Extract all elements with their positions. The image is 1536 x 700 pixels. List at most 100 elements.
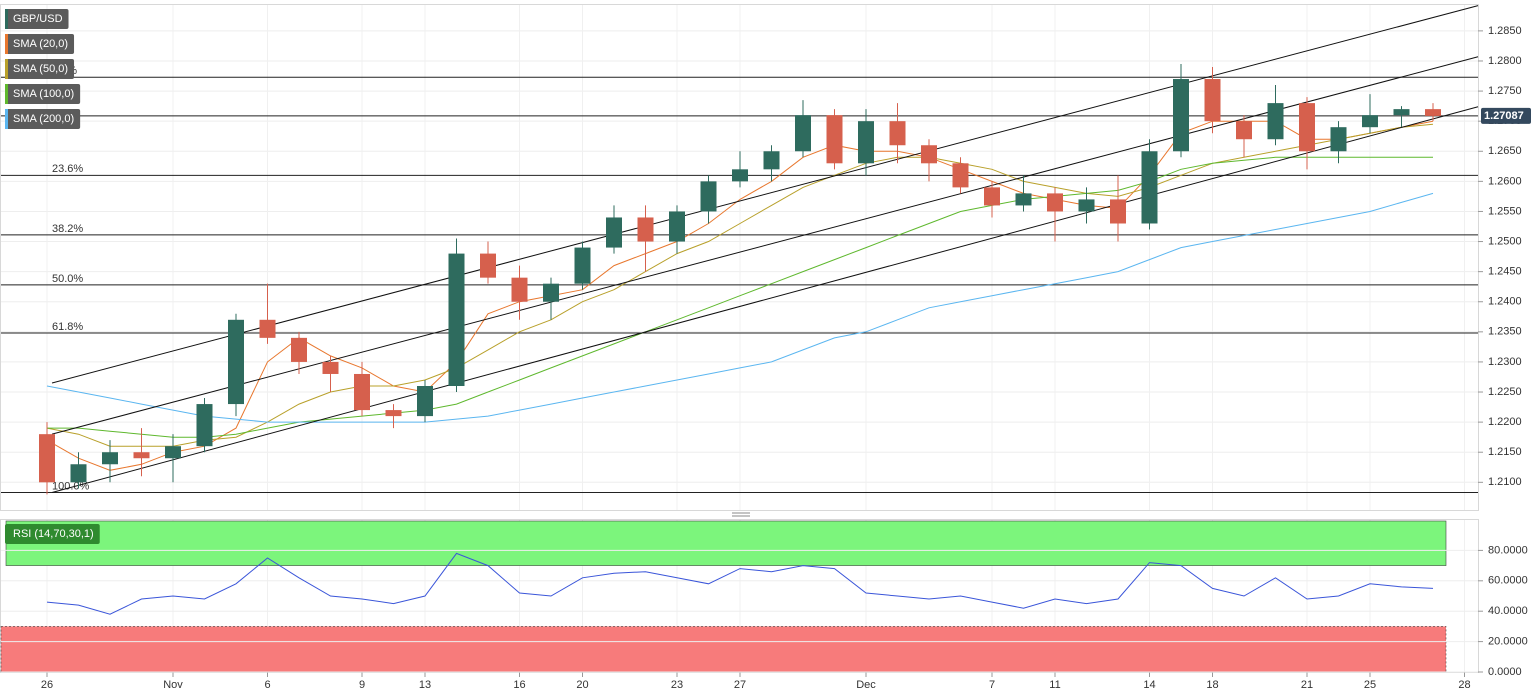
x-tick-label: 21: [1301, 679, 1313, 691]
y-tick-label: 1.2350: [1488, 326, 1522, 338]
oversold-zone: [0, 626, 1447, 673]
series-line: [46, 192, 1434, 423]
candle-body: [826, 115, 843, 164]
y-tick-label: 1.2750: [1488, 85, 1522, 97]
x-tick-label: 14: [1143, 679, 1155, 691]
x-tick-label: 27: [734, 679, 746, 691]
y-tick-label: 0.0000: [1488, 666, 1522, 678]
candle-body: [417, 386, 433, 417]
candle-body: [858, 121, 874, 164]
candle-body: [102, 452, 118, 465]
candle-body: [543, 283, 559, 302]
fib-label: 23.6%: [52, 163, 83, 175]
legend-box: [5, 524, 100, 544]
y-tick-label: 1.2400: [1488, 296, 1522, 308]
y-tick-label: 1.2200: [1488, 416, 1522, 428]
fib-label: 38.2%: [52, 223, 83, 235]
x-tick-label: 13: [419, 679, 431, 691]
legend-item[interactable]: RSI (14,70,30,1): [5, 524, 100, 544]
candle-body: [669, 211, 685, 242]
legend-swatch: [5, 109, 8, 129]
legend-item[interactable]: SMA (200,0): [5, 109, 81, 129]
legend-item[interactable]: SMA (100,0): [5, 84, 81, 104]
legend-swatch: [5, 59, 8, 79]
y-tick-label: 40.0000: [1488, 605, 1528, 617]
candle-body: [606, 217, 622, 248]
x-tick-label: 9: [359, 679, 365, 691]
legend-label: SMA (20,0): [13, 38, 68, 50]
panel-divider[interactable]: [732, 512, 750, 517]
candle-body: [952, 163, 969, 188]
candle-body: [732, 169, 748, 182]
candle-body: [763, 151, 780, 170]
y-tick-label: 1.2600: [1488, 175, 1522, 187]
fib-label: 61.8%: [52, 321, 83, 333]
candle-body: [354, 373, 370, 411]
candle-body: [1047, 193, 1063, 212]
y-tick-label: 1.2850: [1488, 25, 1522, 37]
candle-body: [448, 253, 465, 387]
legend-label: RSI (14,70,30,1): [13, 528, 94, 540]
candle-body: [480, 253, 496, 278]
candle-body: [700, 181, 717, 212]
candle-body: [228, 319, 244, 405]
y-tick-label: 1.2550: [1488, 205, 1522, 217]
trendline: [51, 56, 1479, 435]
x-tick-label: 23: [671, 679, 683, 691]
series-line: [46, 552, 1434, 615]
trendline: [51, 5, 1479, 384]
candle-body: [1362, 115, 1378, 128]
candle-body: [511, 277, 528, 302]
candle-body: [39, 434, 55, 483]
legend-label: SMA (100,0): [13, 88, 74, 100]
candle-body: [259, 319, 276, 338]
legend-swatch: [5, 9, 8, 29]
y-tick-label: 1.2450: [1488, 266, 1522, 278]
last-price-tag: [1481, 107, 1531, 124]
x-tick-label: Dec: [856, 679, 876, 691]
overbought-zone: [5, 520, 1447, 566]
y-tick-label: 1.2800: [1488, 55, 1522, 67]
x-tick-label: 11: [1049, 679, 1060, 691]
last-price-label: 1.27087: [1484, 110, 1524, 122]
legend-item[interactable]: GBP/USD: [5, 9, 69, 29]
x-tick-label: 25: [1364, 679, 1376, 691]
legend-box: [5, 34, 75, 54]
fib-label: 50.0%: [52, 273, 83, 285]
y-tick-label: 1.2500: [1488, 235, 1522, 247]
legend-box: [5, 9, 69, 29]
candle-body: [133, 452, 150, 459]
candle-body: [1015, 193, 1032, 206]
candle-body: [1078, 199, 1095, 212]
x-tick-label: 7: [989, 679, 995, 691]
candle-body: [1173, 79, 1189, 152]
y-tick-label: 1.2650: [1488, 145, 1522, 157]
y-tick-label: 60.0000: [1488, 575, 1528, 587]
candle-body: [921, 145, 937, 164]
x-tick-label: 6: [264, 679, 270, 691]
legend-item[interactable]: SMA (50,0): [5, 59, 75, 79]
y-tick-label: 20.0000: [1488, 636, 1528, 648]
candle-body: [70, 464, 87, 483]
candle-body: [795, 115, 811, 152]
legend-swatch: [5, 34, 8, 54]
candle-body: [1110, 199, 1126, 224]
legend-label: SMA (50,0): [13, 63, 68, 75]
candle-body: [637, 217, 654, 242]
legend-item[interactable]: SMA (20,0): [5, 34, 75, 54]
legend-box: [5, 59, 75, 79]
x-tick-label: 28: [1458, 679, 1470, 691]
candle-body: [1267, 103, 1284, 140]
candle-body: [1236, 121, 1252, 140]
candle-body: [322, 361, 339, 374]
candle-body: [1330, 127, 1347, 152]
x-tick-label: 18: [1206, 679, 1218, 691]
candle-body: [196, 404, 213, 447]
candle-body: [984, 187, 1000, 206]
candle-body: [889, 121, 906, 146]
candle-body: [574, 247, 591, 284]
trendline: [51, 106, 1479, 494]
fib-label: 100.0%: [52, 480, 90, 492]
candle-body: [1393, 109, 1410, 116]
